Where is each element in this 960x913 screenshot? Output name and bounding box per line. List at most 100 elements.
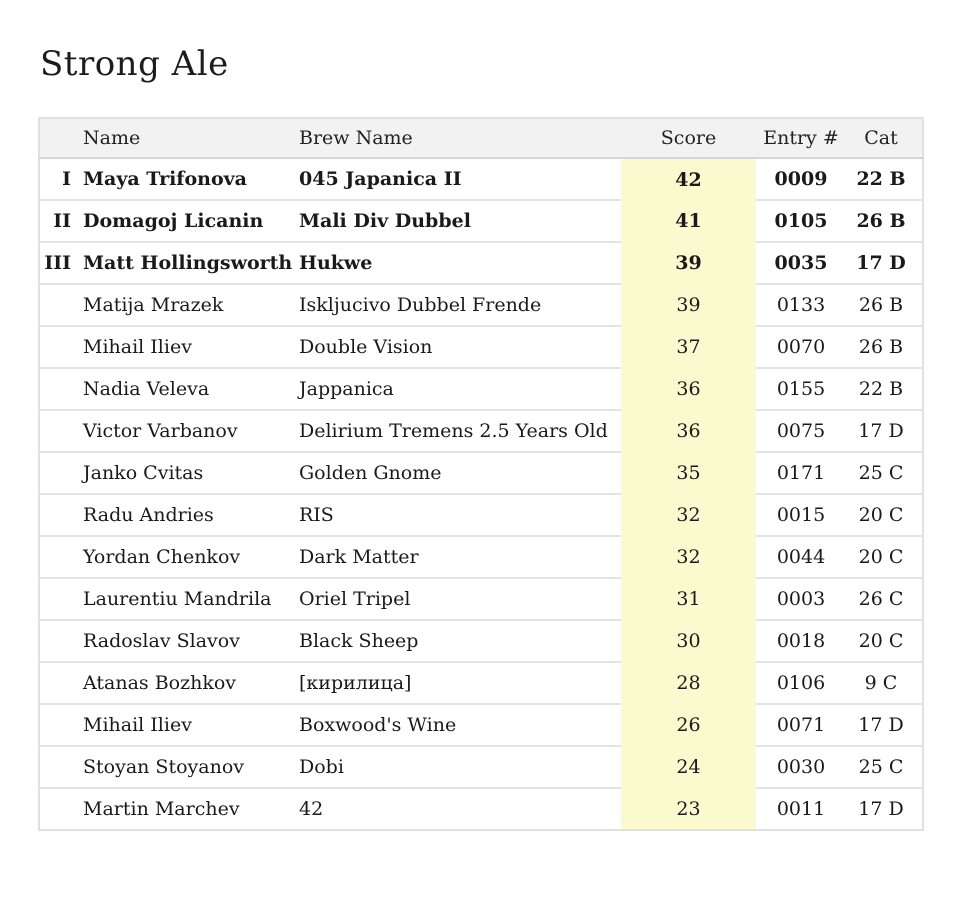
rank-cell: I — [62, 168, 71, 191]
entry-cell: 0155 — [756, 367, 846, 411]
name-cell: Stoyan Stoyanov — [81, 745, 297, 789]
cat-cell: 26 B — [846, 199, 923, 243]
score-cell: 30 — [621, 620, 756, 663]
name-cell: Matija Mrazek — [81, 283, 297, 327]
table-row: Mihail Iliev Double Vision 37 0070 26 B — [39, 325, 923, 369]
entry-cell: 0015 — [756, 493, 846, 537]
rank-cell — [39, 493, 81, 537]
table-row: Martin Marchev 42 23 0011 17 D — [39, 787, 923, 831]
name-cell: Laurentiu Mandrila — [81, 577, 297, 621]
header-brew-name: Brew Name — [297, 118, 621, 160]
cat-cell: 26 C — [846, 577, 923, 621]
table-row: Stoyan Stoyanov Dobi 24 0030 25 C — [39, 745, 923, 789]
entry-cell: 0105 — [756, 199, 846, 243]
entry-cell: 0035 — [756, 241, 846, 285]
table-row: Janko Cvitas Golden Gnome 35 0171 25 C — [39, 451, 923, 495]
table-row: II Domagoj Licanin Mali Div Dubbel 41 01… — [39, 199, 923, 243]
name-cell: Radu Andries — [81, 493, 297, 537]
rank-cell — [39, 577, 81, 621]
name-cell: Mihail Iliev — [81, 703, 297, 747]
cat-cell: 26 B — [846, 283, 923, 327]
cat-cell: 26 B — [846, 325, 923, 369]
rank-cell — [39, 619, 81, 663]
entry-cell: 0009 — [774, 168, 828, 191]
entry-cell: 0018 — [756, 619, 846, 663]
entry-cell: 0171 — [756, 451, 846, 495]
table-row: III Matt Hollingsworth Hukwe 39 0035 17 … — [39, 241, 923, 285]
header-score: Score — [621, 118, 756, 160]
score-cell: 42 — [621, 158, 756, 201]
name-cell: Janko Cvitas — [81, 451, 297, 495]
rank-cell — [39, 325, 81, 369]
brew-name-cell: Golden Gnome — [297, 451, 621, 495]
results-table-body: I Maya Trifonova 045 Japanica II 42 0009… — [39, 158, 923, 831]
cat-cell: 20 C — [846, 493, 923, 537]
entry-cell: 0003 — [756, 577, 846, 621]
score-cell: 32 — [621, 536, 756, 579]
entry-cell: 0030 — [756, 745, 846, 789]
score-cell: 31 — [621, 578, 756, 621]
rank-cell — [39, 661, 81, 705]
rank-cell — [39, 787, 81, 831]
entry-cell: 0075 — [756, 409, 846, 453]
cat-cell: 22 B — [856, 168, 906, 191]
cat-cell: 22 B — [846, 367, 923, 411]
header-name: Name — [81, 118, 297, 160]
table-row: I Maya Trifonova 045 Japanica II 42 0009… — [39, 158, 923, 201]
cat-cell: 17 D — [846, 787, 923, 831]
cat-cell: 25 C — [846, 745, 923, 789]
table-row: Laurentiu Mandrila Oriel Tripel 31 0003 … — [39, 577, 923, 621]
rank-cell — [39, 703, 81, 747]
brew-name-cell: Delirium Tremens 2.5 Years Old — [297, 409, 621, 453]
brew-name-cell: [кирилица] — [297, 661, 621, 705]
cat-cell: 25 C — [846, 451, 923, 495]
cat-cell: 20 C — [846, 619, 923, 663]
name-cell: Matt Hollingsworth — [81, 241, 297, 285]
brew-name-cell: Double Vision — [297, 325, 621, 369]
name-cell: Nadia Veleva — [81, 367, 297, 411]
brew-name-cell: Dark Matter — [297, 535, 621, 579]
cat-cell: 17 D — [846, 409, 923, 453]
entry-cell: 0071 — [756, 703, 846, 747]
table-row: Matija Mrazek Iskljucivo Dubbel Frende 3… — [39, 283, 923, 327]
cat-cell: 9 C — [846, 661, 923, 705]
brew-name-cell: Boxwood's Wine — [297, 703, 621, 747]
brew-name-cell: Black Sheep — [297, 619, 621, 663]
cat-cell: 17 D — [846, 703, 923, 747]
brew-name-cell: Dobi — [297, 745, 621, 789]
table-row: Mihail Iliev Boxwood's Wine 26 0071 17 D — [39, 703, 923, 747]
brew-name-cell: Mali Div Dubbel — [297, 199, 621, 243]
table-row: Yordan Chenkov Dark Matter 32 0044 20 C — [39, 535, 923, 579]
entry-cell: 0133 — [756, 283, 846, 327]
rank-cell — [39, 745, 81, 789]
table-row: Radu Andries RIS 32 0015 20 C — [39, 493, 923, 537]
header-rank — [39, 118, 81, 160]
results-table: Name Brew Name Score Entry # Cat I Maya … — [38, 117, 924, 832]
brew-name-cell: Jappanica — [297, 367, 621, 411]
brew-name-cell: RIS — [297, 493, 621, 537]
name-cell: Yordan Chenkov — [81, 535, 297, 579]
entry-cell: 0011 — [756, 787, 846, 831]
score-cell: 32 — [621, 494, 756, 537]
entry-cell: 0044 — [756, 535, 846, 579]
name-cell: Mihail Iliev — [81, 325, 297, 369]
score-cell: 28 — [621, 662, 756, 705]
score-cell: 36 — [621, 368, 756, 411]
rank-cell — [39, 535, 81, 579]
table-row: Radoslav Slavov Black Sheep 30 0018 20 C — [39, 619, 923, 663]
header-entry: Entry # — [756, 118, 846, 160]
score-cell: 39 — [621, 242, 756, 285]
rank-cell — [39, 283, 81, 327]
brew-name-cell: Oriel Tripel — [297, 577, 621, 621]
score-cell: 24 — [621, 746, 756, 789]
table-header: Name Brew Name Score Entry # Cat — [39, 118, 923, 160]
score-cell: 37 — [621, 326, 756, 369]
table-row: Atanas Bozhkov [кирилица] 28 0106 9 C — [39, 661, 923, 705]
name-cell: Domagoj Licanin — [81, 199, 297, 243]
header-cat: Cat — [846, 118, 923, 160]
rank-cell: III — [39, 241, 81, 285]
rank-cell: II — [39, 199, 81, 243]
score-cell: 26 — [621, 704, 756, 747]
score-cell: 23 — [621, 788, 756, 831]
